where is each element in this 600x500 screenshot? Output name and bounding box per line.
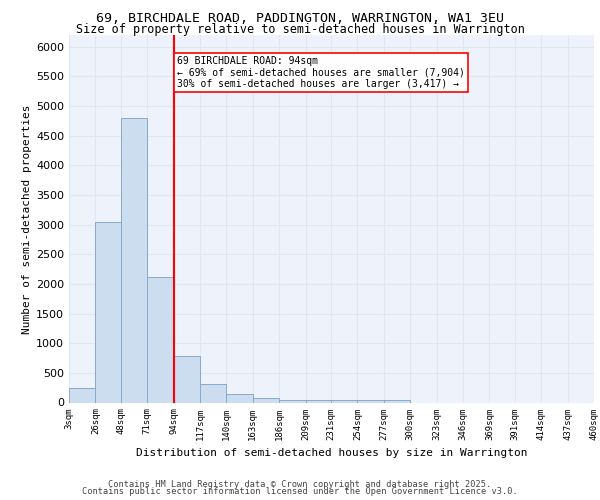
Bar xyxy=(95,222,121,402)
Bar xyxy=(147,277,173,402)
Bar xyxy=(121,118,147,403)
Bar xyxy=(279,400,305,402)
Bar xyxy=(384,400,410,402)
Bar xyxy=(253,398,279,402)
Bar xyxy=(305,400,331,402)
Text: Contains HM Land Registry data © Crown copyright and database right 2025.: Contains HM Land Registry data © Crown c… xyxy=(109,480,491,489)
Text: Size of property relative to semi-detached houses in Warrington: Size of property relative to semi-detach… xyxy=(76,22,524,36)
Bar xyxy=(200,384,226,402)
Bar xyxy=(226,394,253,402)
Bar xyxy=(173,356,200,403)
X-axis label: Distribution of semi-detached houses by size in Warrington: Distribution of semi-detached houses by … xyxy=(136,448,527,458)
Text: Contains public sector information licensed under the Open Government Licence v3: Contains public sector information licen… xyxy=(82,487,518,496)
Bar xyxy=(358,400,384,402)
Y-axis label: Number of semi-detached properties: Number of semi-detached properties xyxy=(22,104,32,334)
Text: 69 BIRCHDALE ROAD: 94sqm
← 69% of semi-detached houses are smaller (7,904)
30% o: 69 BIRCHDALE ROAD: 94sqm ← 69% of semi-d… xyxy=(177,56,465,89)
Bar xyxy=(69,388,95,402)
Text: 69, BIRCHDALE ROAD, PADDINGTON, WARRINGTON, WA1 3EU: 69, BIRCHDALE ROAD, PADDINGTON, WARRINGT… xyxy=(96,12,504,26)
Bar xyxy=(331,400,358,402)
